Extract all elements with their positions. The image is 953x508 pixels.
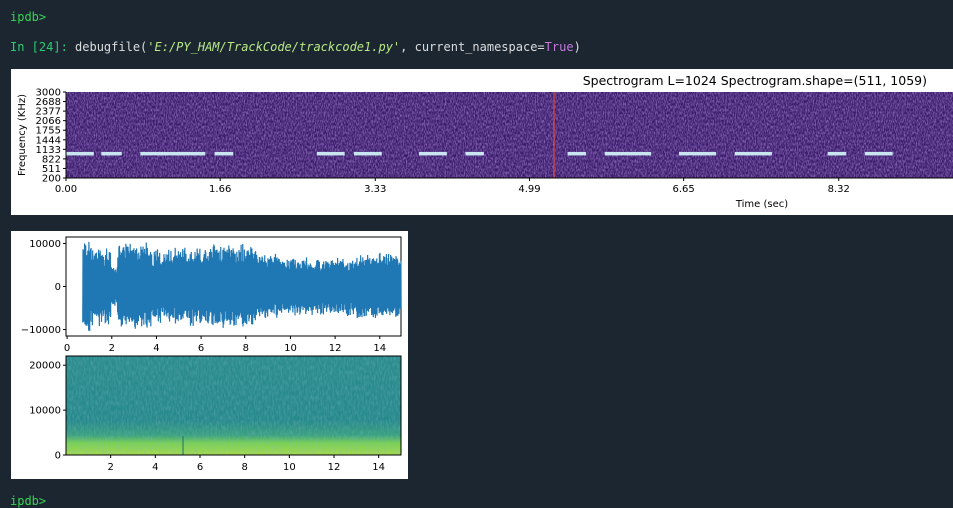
- spec2-y-tick-label: 0: [55, 451, 61, 462]
- waveform-y-ticks: 10000 0 −10000: [21, 239, 66, 336]
- spectrogram-x-tick-label: 3.33: [364, 184, 386, 195]
- spectrogram-y-tick-label: 2066: [36, 116, 61, 127]
- tone-segment: [864, 151, 893, 156]
- spectrogram-y-tick-label: 511: [42, 164, 61, 175]
- call-true-keyword: True: [544, 40, 574, 54]
- spectrogram-y-tick-label: 2688: [36, 97, 61, 108]
- waveform-x-tick-label: 6: [198, 343, 204, 354]
- waveform-y-tick-label: −10000: [21, 325, 61, 336]
- spectrogram-ylabel: Frequency (KHz): [17, 94, 28, 176]
- spectrogram-xlabel: Time (sec): [735, 199, 788, 210]
- waveform-x-tick-label: 12: [329, 343, 342, 354]
- tone-segment: [353, 151, 382, 156]
- ipdb-prompt-bottom: ipdb>: [10, 494, 47, 508]
- call-function: debugfile(: [75, 40, 148, 54]
- waveform-x-tick-label: 0: [64, 343, 70, 354]
- tone-segment: [734, 151, 772, 156]
- tone-segment: [316, 151, 345, 156]
- spec2-x-tick-label: 10: [283, 462, 296, 473]
- tone-segment: [679, 151, 717, 156]
- spec2-y-ticks: 20000 10000 0: [29, 361, 66, 462]
- waveform-x-ticks: 0 2 4 6 8 10 12 14: [64, 336, 386, 354]
- ipdb-prompt-top: ipdb>: [10, 10, 47, 24]
- waveform-line: [82, 241, 402, 331]
- spectrogram-y-tick-label: 2377: [36, 107, 61, 118]
- spec2-x-tick-label: 12: [328, 462, 341, 473]
- spec2-x-tick-label: 6: [197, 462, 203, 473]
- spec2-y-tick-label: 10000: [29, 406, 61, 417]
- tone-segment: [101, 151, 122, 156]
- waveform-x-tick-label: 8: [243, 343, 249, 354]
- spec2-x-tick-label: 2: [107, 462, 113, 473]
- spectrogram-y-tick-label: 1133: [36, 145, 61, 156]
- spec2-noise: [66, 356, 401, 455]
- spec2-y-tick-label: 20000: [29, 361, 61, 372]
- spectrogram-svg: Spectrogram L=1024 Spectrogram.shape=(51…: [17, 73, 953, 210]
- waveform-x-tick-label: 10: [284, 343, 297, 354]
- tone-segment: [418, 151, 447, 156]
- call-mid: , current_namespace=: [400, 40, 545, 54]
- spectrogram-x-ticks: 0.00 1.66 3.33 4.99 6.65 8.32: [55, 178, 850, 195]
- waveform-x-tick-label: 14: [373, 343, 386, 354]
- input-label: In [24]:: [10, 40, 68, 54]
- tone-segment: [827, 151, 847, 156]
- spectrogram-y-tick-label: 1444: [36, 135, 61, 146]
- spectrogram-y-tick-label: 3000: [36, 88, 61, 99]
- spec2-frame: [65, 355, 402, 456]
- waveform-y-tick-label: 0: [55, 282, 61, 293]
- call-end: ): [573, 40, 581, 54]
- spec2-x-tick-label: 8: [241, 462, 247, 473]
- tone-segment: [66, 151, 94, 156]
- call-path-string: 'E:/PY_HAM/TrackCode/trackcode1.py': [147, 40, 401, 54]
- tone-segment: [567, 151, 587, 156]
- spectrogram-y-tick-label: 200: [42, 174, 61, 185]
- spec2-x-ticks: 2 4 6 8 10 12 14: [107, 455, 385, 473]
- spec2-x-tick-label: 4: [152, 462, 158, 473]
- waveform-trace: [82, 241, 402, 331]
- spectrogram-x-tick-label: 0.00: [55, 184, 77, 195]
- tone-band: [66, 151, 893, 156]
- spectrogram-noise: [66, 92, 953, 178]
- input-cell-line[interactable]: In [24]: debugfile('E:/PY_HAM/TrackCode/…: [10, 40, 581, 54]
- tone-segment: [140, 151, 206, 156]
- waveform-x-tick-label: 4: [153, 343, 159, 354]
- waveform-y-tick-label: 10000: [29, 239, 61, 250]
- waveform-x-tick-label: 2: [109, 343, 115, 354]
- spec2-x-tick-label: 14: [372, 462, 385, 473]
- tone-segment: [604, 151, 652, 156]
- spectrogram-figure: Spectrogram L=1024 Spectrogram.shape=(51…: [11, 69, 953, 215]
- spectrogram-title: Spectrogram L=1024 Spectrogram.shape=(51…: [583, 73, 927, 88]
- spectrogram-x-tick-label: 8.32: [828, 184, 850, 195]
- spectrogram-y-tick-label: 822: [42, 154, 61, 165]
- spectrogram-x-tick-label: 1.66: [209, 184, 231, 195]
- tone-segment: [465, 151, 484, 156]
- spectrogram-x-tick-label: 4.99: [518, 184, 540, 195]
- tone-segment: [214, 151, 234, 156]
- spectrogram-x-tick-label: 6.65: [673, 184, 695, 195]
- spectrogram-y-tick-label: 1755: [36, 126, 61, 137]
